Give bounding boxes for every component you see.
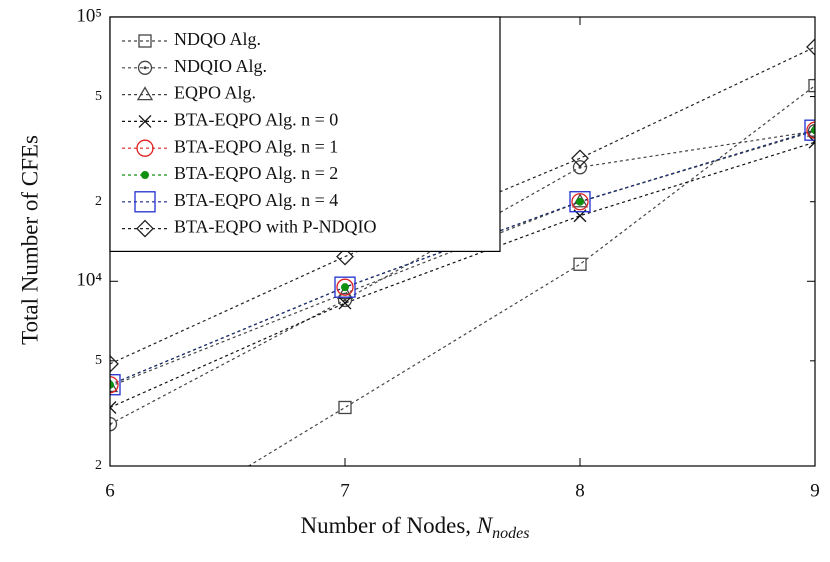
marker [110,376,119,394]
marker [808,135,815,149]
marker [804,119,815,141]
marker [569,191,591,213]
marker [110,374,121,396]
y-tick-label: 2 [95,458,102,473]
marker [806,121,815,139]
legend-box [109,16,501,252]
legend-marker [136,86,154,101]
marker [337,292,353,308]
marker [576,197,584,206]
legend-label: NDQO Alg. [174,29,261,49]
marker [571,193,589,211]
marker [338,296,352,310]
series-line [110,141,815,409]
series-line [247,85,815,466]
marker [808,78,815,93]
x-tick-label: 7 [340,480,350,501]
marker [571,149,589,168]
marker [336,247,354,266]
marker [807,123,815,139]
marker [110,417,118,432]
legend-label: BTA-EQPO Alg. n = 2 [174,163,338,183]
y-tick-label: 10⁴ [76,270,102,291]
legend-label: EQPO Alg. [174,83,256,103]
legend: NDQO Alg. NDQIO Alg. EQPO Alg. BTA-EQPO Alg… [109,16,501,252]
legend-label: BTA-EQPO Alg. n = 4 [174,190,338,210]
legend-marker [134,191,156,213]
x-tick-label: 8 [575,480,585,501]
x-axis-label: Number of Nodes, Nnodes [301,513,530,541]
legend-marker [136,139,154,157]
y-tick-label: 5 [95,89,102,104]
marker-center [343,298,347,302]
series-line [110,130,815,425]
legend-marker [138,114,152,128]
marker [806,38,815,56]
marker [338,400,352,415]
marker [336,285,354,300]
legend-label: BTA-EQPO with P-NDQIO [174,217,377,237]
marker [341,283,349,292]
marker [334,276,356,298]
marker-center [578,165,582,169]
y-tick-label: 10⁵ [76,5,102,26]
legend-label: NDQIO Alg. [174,56,267,76]
marker-center [143,66,147,70]
marker [811,126,815,135]
x-axis-label-symbol: N [476,513,494,538]
marker [110,401,117,414]
x-tick-label: 9 [810,480,820,501]
legend-label: BTA-EQPO Alg. n = 1 [174,136,338,156]
marker [110,354,119,373]
x-axis-label-subscript: nodes [492,525,529,542]
legend-marker [137,60,153,75]
marker [336,278,354,296]
y-tick-label: 2 [95,194,102,209]
marker [573,257,587,271]
y-tick-label: 5 [95,353,102,368]
x-axis-label-text: Number of Nodes, [301,513,477,538]
y-axis-label: Total Number of CFEs [17,135,42,345]
legend-marker [138,34,152,48]
marker [572,160,588,175]
legend-marker [141,171,149,179]
marker [104,544,116,556]
x-tick-label: 6 [105,480,115,501]
marker [110,380,114,389]
legend-marker [136,219,154,238]
legend-label: BTA-EQPO Alg. n = 0 [174,110,338,130]
